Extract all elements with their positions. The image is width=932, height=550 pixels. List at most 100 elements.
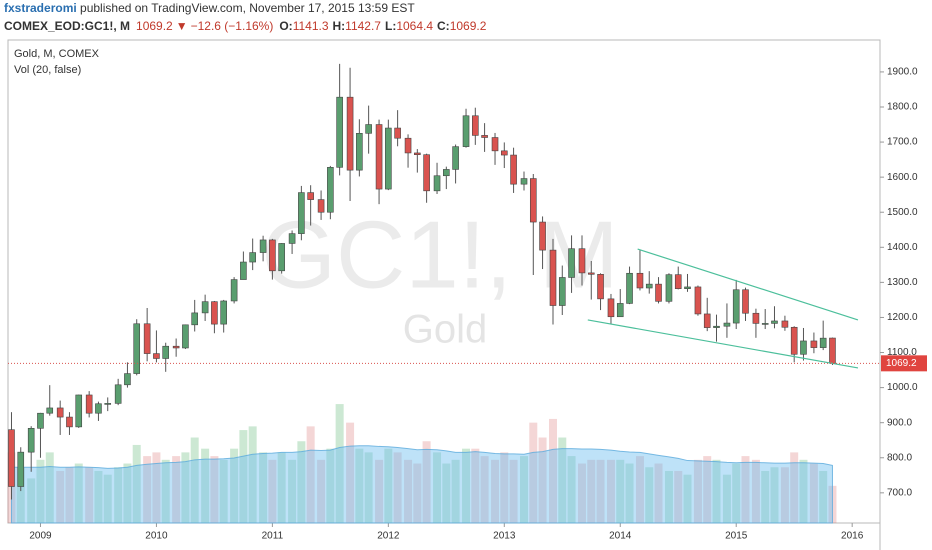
candle-body	[752, 312, 760, 324]
ohlc-value: 1069.2	[450, 19, 487, 33]
volume-bar	[288, 459, 297, 523]
volume-bar	[645, 467, 654, 523]
volume-bar	[346, 422, 355, 523]
volume-bar	[268, 459, 277, 523]
volume-bar	[36, 459, 45, 523]
volume-bar	[335, 404, 344, 523]
x-tick-label: 2011	[262, 531, 284, 542]
volume-bar	[451, 459, 460, 523]
volume-bar	[674, 470, 683, 523]
volume-bar	[587, 459, 596, 523]
y-tick-label: 1800.0	[887, 102, 918, 113]
trendline	[637, 248, 859, 321]
candle-body	[800, 340, 807, 355]
candle-body	[510, 154, 517, 185]
volume-bar	[741, 456, 750, 523]
volume-bar	[761, 470, 770, 523]
volume-bar	[210, 456, 219, 523]
volume-bar	[654, 463, 663, 523]
volume-bar	[85, 467, 94, 523]
candle-body	[95, 403, 102, 414]
x-tick-label: 2009	[29, 531, 52, 542]
y-tick-label: 1400.0	[887, 242, 918, 253]
candle-body	[17, 451, 25, 487]
volume-bar	[259, 452, 268, 523]
candle-body	[220, 300, 227, 325]
y-tick-label: 900.0	[887, 417, 912, 428]
publish-line: fxstraderomi published on TradingView.co…	[4, 1, 415, 15]
candle-body	[124, 373, 131, 386]
candle-body	[655, 283, 662, 302]
volume-bar	[433, 452, 442, 523]
y-tick-label: 1900.0	[887, 67, 918, 78]
candle-body	[520, 178, 528, 185]
candle-body	[761, 323, 769, 325]
candle-body	[481, 135, 488, 138]
volume-bar	[703, 456, 712, 523]
candle-body	[781, 320, 789, 328]
candle-body	[259, 239, 267, 253]
candle-body	[269, 239, 276, 272]
volume-bar	[751, 459, 760, 523]
candle-body	[307, 192, 314, 200]
candle-body	[201, 301, 209, 314]
volume-bar	[819, 470, 828, 523]
candle-body	[104, 403, 112, 405]
candle-body	[568, 248, 575, 278]
volume-bar	[491, 459, 500, 523]
volume-bar	[732, 463, 741, 523]
volume-bar	[770, 467, 779, 523]
volume-bar	[538, 437, 547, 523]
candle-body	[462, 115, 470, 147]
volume-bar	[172, 456, 181, 523]
candle-body	[27, 427, 35, 453]
candle-body	[385, 127, 392, 190]
x-tick-label: 2013	[493, 531, 516, 542]
volume-bar	[114, 467, 123, 523]
price: 1069.2	[136, 19, 173, 33]
candle-body	[819, 337, 827, 348]
candle-body	[529, 178, 537, 223]
x-tick-label: 2016	[841, 531, 864, 542]
candle-body	[549, 249, 557, 306]
volume-bar	[317, 459, 326, 523]
y-tick-label: 1100.0	[887, 347, 917, 358]
candle-body	[616, 303, 624, 318]
candle-body	[8, 429, 15, 487]
candle-body	[771, 320, 778, 324]
candle-body	[162, 345, 170, 359]
trendline	[587, 319, 859, 369]
volume-bar	[809, 463, 818, 523]
volume-bar	[635, 456, 644, 523]
volume-bar	[123, 463, 132, 523]
volume-bar	[74, 463, 83, 523]
volume-bar	[132, 444, 141, 523]
candle-body	[346, 96, 354, 171]
candle-body	[182, 324, 189, 349]
volume-bar	[239, 430, 248, 523]
volume-bar	[480, 456, 489, 523]
y-tick-label: 1200.0	[887, 312, 918, 323]
y-tick-label: 700.0	[887, 487, 912, 498]
candle-body	[587, 272, 595, 275]
volume-bar	[56, 470, 65, 523]
candle-body	[703, 313, 711, 328]
candle-body	[607, 298, 615, 318]
publish-info: published on TradingView.com, November 1…	[77, 1, 416, 15]
candle-body	[317, 199, 325, 213]
volume-bar	[509, 459, 518, 523]
candle-body	[230, 279, 238, 302]
y-tick-label: 1000.0	[887, 382, 918, 393]
candle-body	[665, 274, 673, 302]
candle-body	[240, 261, 247, 280]
volume-bar	[103, 474, 112, 523]
symbol-line: COMEX_EOD:GC1!, M 1069.2 ▼ −12.6 (−1.16%) O:…	[4, 19, 487, 33]
candle-body	[37, 412, 44, 429]
ohlc-label: L:	[385, 19, 396, 33]
change: −12.6 (−1.16%)	[191, 19, 274, 33]
candle-body	[191, 312, 198, 326]
author[interactable]: fxstraderomi	[4, 1, 77, 15]
volume-bar	[529, 422, 538, 523]
candle-body	[394, 127, 401, 139]
candle-body	[674, 274, 682, 289]
